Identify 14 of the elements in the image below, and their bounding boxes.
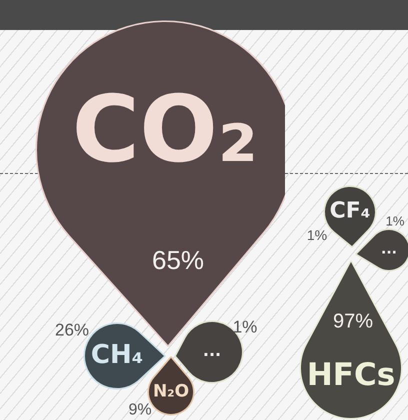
category-label: CF₄ bbox=[330, 198, 370, 224]
data-label: 1% bbox=[232, 318, 258, 337]
data-label: 26% bbox=[54, 320, 90, 340]
category-label: CH₄ bbox=[90, 340, 144, 370]
data-label: 1% bbox=[306, 226, 328, 243]
category-label: N₂O bbox=[152, 381, 190, 402]
category-label: ... bbox=[202, 341, 222, 360]
data-label: 9% bbox=[128, 401, 152, 418]
category-label: CO₂ bbox=[72, 76, 258, 184]
category-label: HFCs bbox=[306, 357, 396, 394]
category-label: ... bbox=[381, 242, 397, 258]
data-label: 97% bbox=[332, 310, 374, 333]
data-label: 65% bbox=[152, 245, 204, 276]
data-label: 1% bbox=[386, 214, 405, 229]
